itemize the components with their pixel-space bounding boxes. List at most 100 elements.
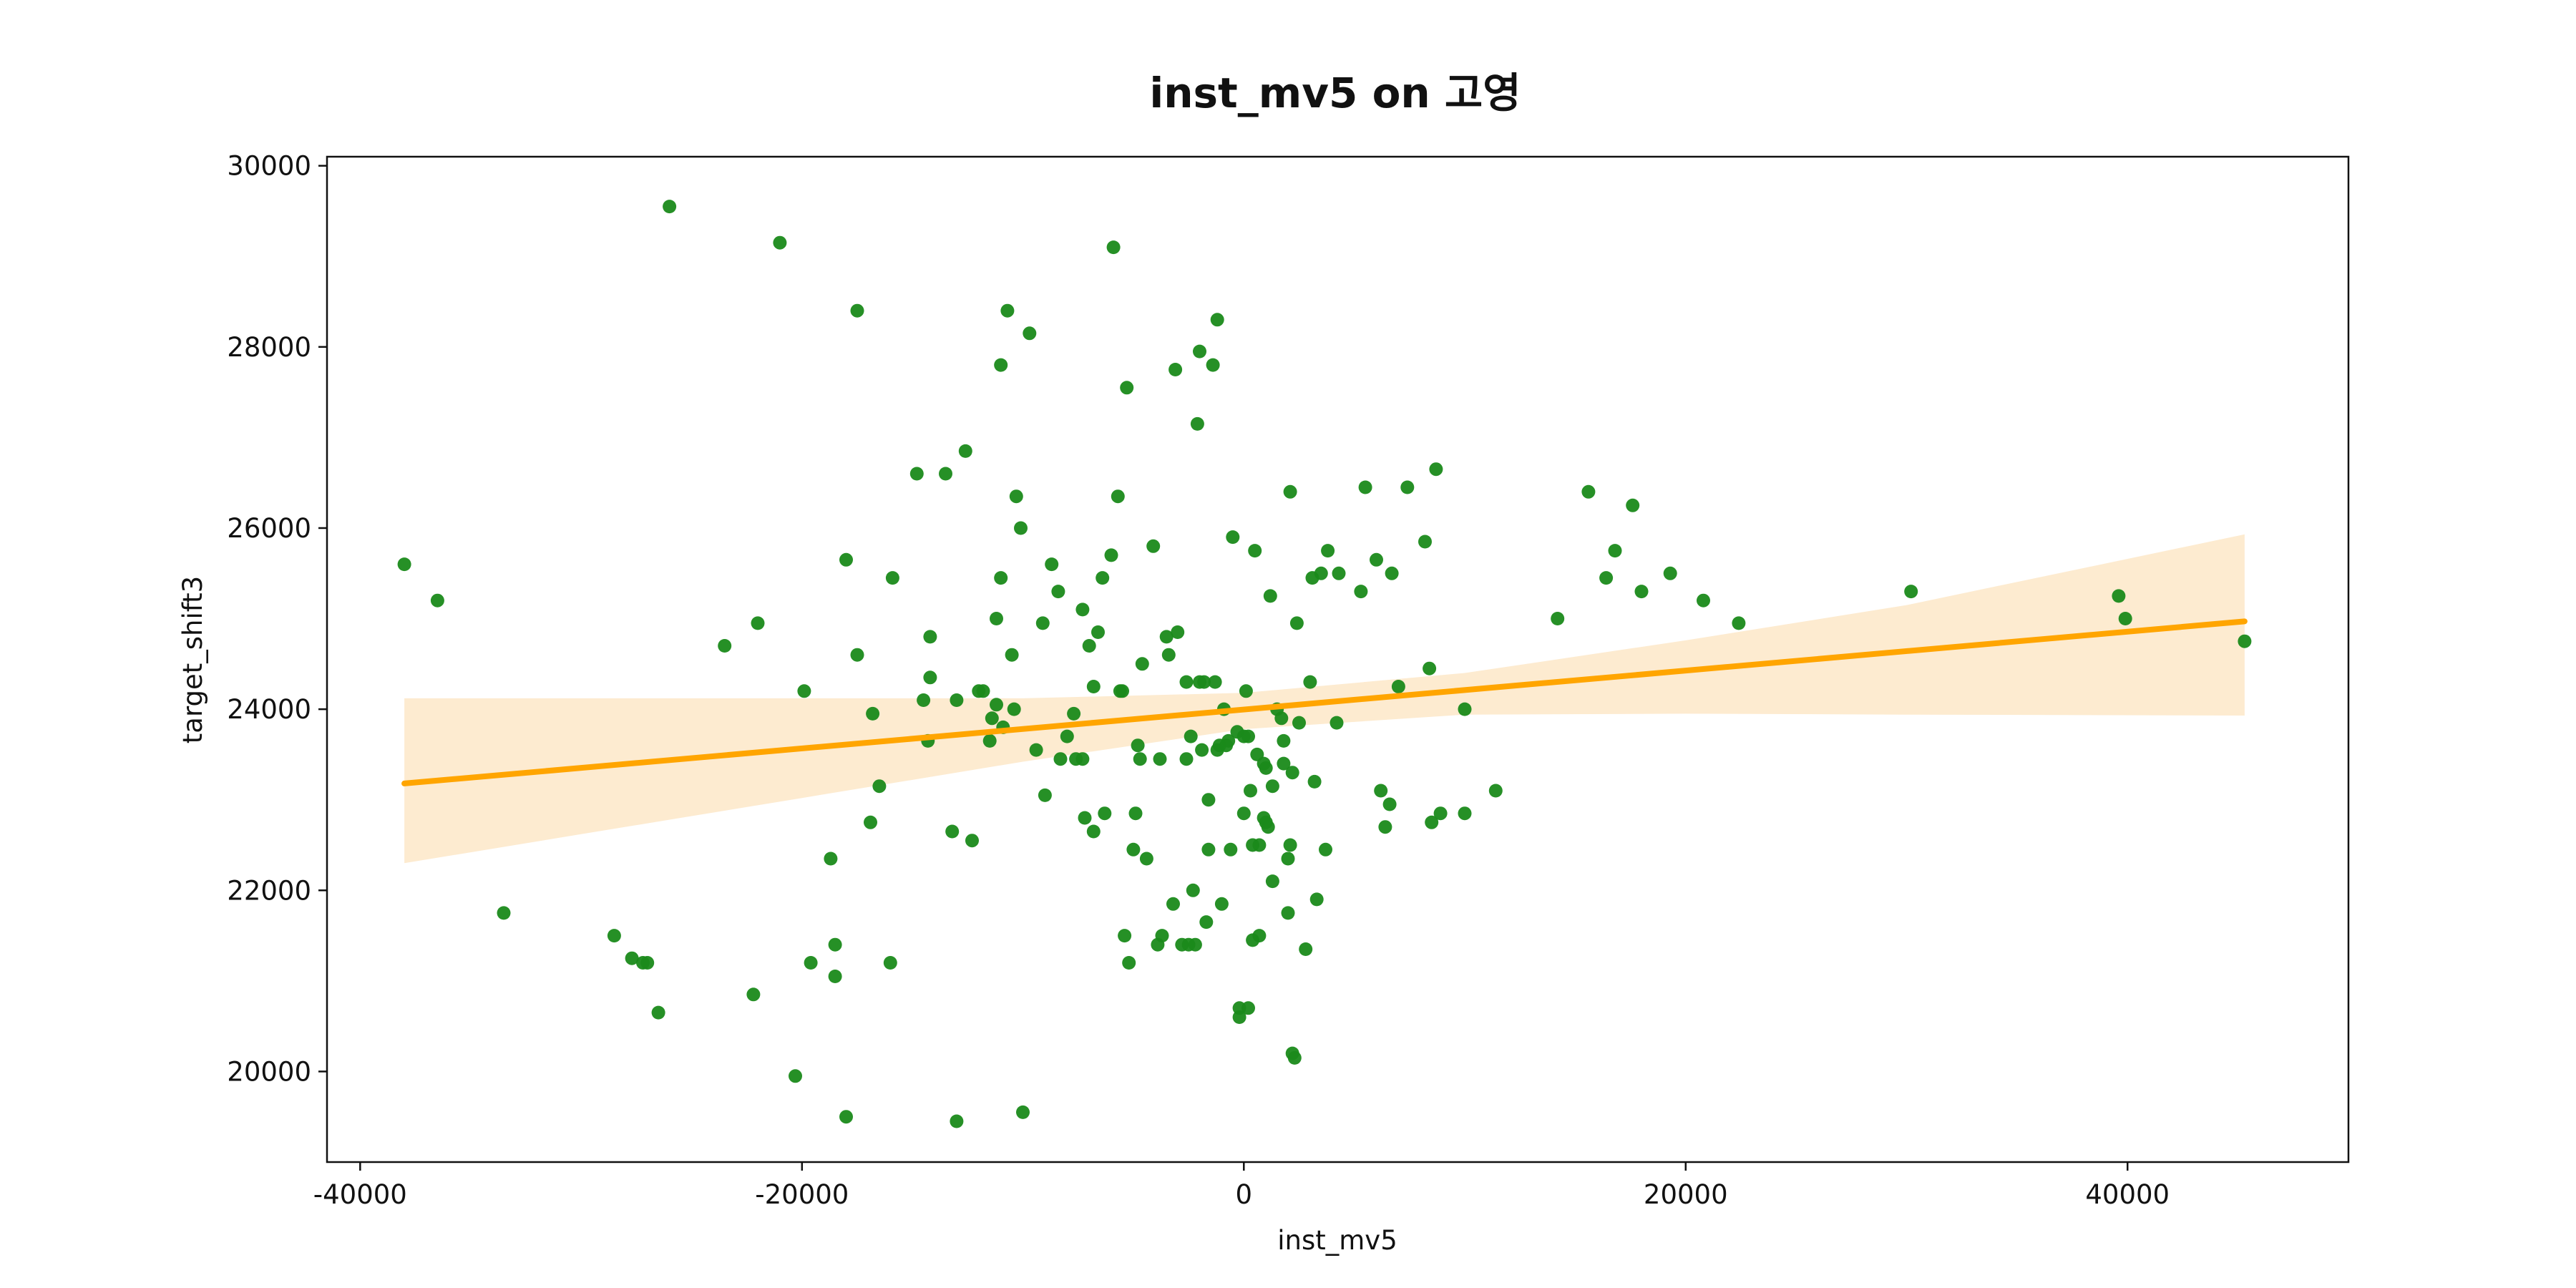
data-point [1135,657,1149,671]
data-point [976,684,990,698]
data-point [625,951,639,965]
data-point [1232,1010,1246,1024]
confidence-band [404,534,2245,864]
data-point [1382,797,1397,811]
data-point [718,639,732,653]
x-tick-label: -20000 [755,1179,849,1210]
data-point [2238,634,2252,648]
data-point [1287,1050,1302,1065]
data-point [1067,706,1081,721]
confidence-band-layer [404,534,2245,864]
data-point [1082,639,1096,653]
data-point [1155,929,1169,943]
data-point [1370,552,1383,567]
data-point [965,834,979,848]
data-point [1166,897,1180,911]
data-point [982,733,997,748]
data-point [1551,612,1565,625]
data-point [1005,648,1019,662]
data-point [866,706,880,721]
data-point [1265,779,1279,794]
data-point [850,648,864,662]
data-point [1106,240,1121,255]
data-point [640,956,655,970]
data-point [1241,1001,1255,1015]
data-point [607,929,621,943]
data-point [990,612,1003,625]
data-point [1252,838,1267,852]
data-point [839,552,853,567]
data-point [1626,498,1640,512]
data-point [1241,729,1255,743]
regression-line [401,618,2248,786]
data-point [1252,929,1267,943]
data-point [1023,326,1037,341]
data-point [950,1114,964,1128]
y-tick-label: 26000 [227,513,311,544]
data-point [1248,544,1262,558]
data-point [1153,752,1167,766]
data-point [1303,675,1317,689]
x-axis-ticks: -40000 -20000 0 20000 40000 [313,1162,2170,1210]
data-point [1086,680,1101,693]
data-point [1111,489,1125,504]
data-point [1261,820,1275,834]
data-point [883,956,897,970]
data-point [1321,544,1335,558]
data-point [1581,484,1596,499]
y-tick-label: 20000 [227,1056,311,1087]
data-point [923,670,937,685]
y-tick-label: 22000 [227,875,311,906]
data-point [1283,838,1297,852]
data-point [939,467,952,481]
x-tick-label: 40000 [2085,1179,2170,1210]
data-point [994,358,1008,372]
data-point [1458,702,1472,716]
data-point [1146,539,1161,553]
data-point [985,711,999,726]
data-point [1186,883,1200,897]
data-point [1283,484,1297,499]
data-point [1358,480,1372,494]
data-point [872,779,887,794]
x-tick-label: 0 [1236,1179,1253,1210]
data-point [1236,806,1251,821]
data-point [1120,381,1134,395]
data-point [2112,589,2126,603]
data-point [1029,743,1043,757]
data-point [1221,733,1236,748]
data-point [1400,480,1415,494]
data-point [1274,711,1289,726]
data-point [864,815,877,829]
data-point [1314,566,1328,580]
data-point [1195,743,1209,757]
data-point [824,852,838,866]
data-point [1038,788,1052,802]
data-point [1265,874,1279,889]
data-point [1007,702,1021,716]
x-tick-label: -40000 [313,1179,407,1210]
data-point [1035,616,1050,630]
data-point [958,444,972,458]
y-tick-label: 28000 [227,332,311,363]
data-point [663,200,677,214]
data-point [1608,544,1622,558]
data-point [1199,915,1214,930]
data-point [1116,684,1129,698]
data-point [1391,680,1405,693]
data-point [1423,661,1437,675]
data-point [1354,585,1368,599]
data-point [651,1005,665,1020]
data-point [1277,756,1291,771]
data-point [1904,585,1918,599]
data-point [1458,806,1472,821]
data-point [1009,489,1023,504]
data-point [1319,842,1332,857]
data-point [797,684,811,698]
data-point [1104,548,1118,562]
data-point [1309,892,1324,907]
data-point [1045,557,1059,572]
data-point [1118,929,1132,943]
chart-title: inst_mv5 on 고영 [1149,69,1521,117]
data-point [909,467,924,481]
